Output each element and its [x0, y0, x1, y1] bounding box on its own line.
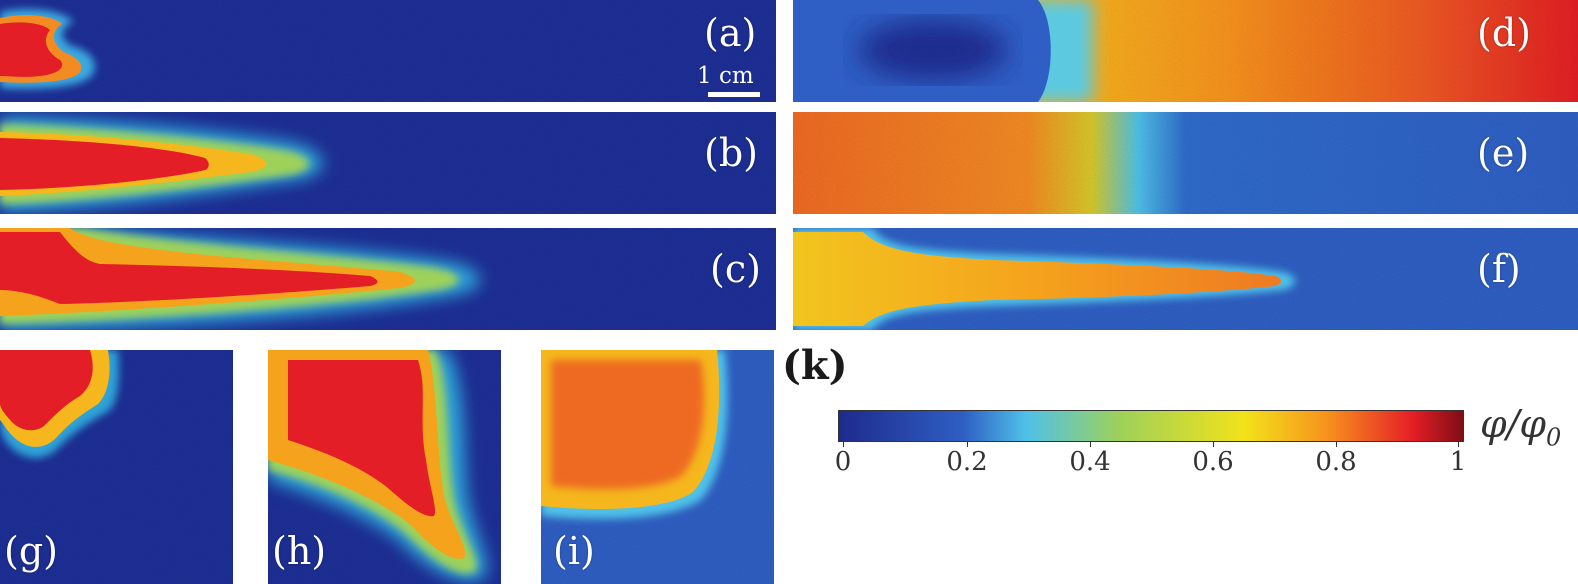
panel-b: (b): [0, 112, 776, 214]
colorbar-tick-label: 0.2: [946, 447, 988, 477]
colorbar: [838, 410, 1464, 442]
colorbar-tickmark: [1458, 442, 1459, 447]
panel-h-image: [268, 350, 501, 584]
panel-c-image: [0, 228, 776, 330]
colorbar-tickmark: [1213, 442, 1214, 447]
colorbar-tickmark: [1090, 442, 1091, 447]
panel-e: (e): [793, 112, 1578, 214]
panel-label-e: (e): [1477, 131, 1530, 175]
scale-bar-label: 1 cm: [697, 63, 754, 89]
panel-label-i: (i): [553, 529, 595, 573]
panel-b-image: [0, 112, 776, 214]
panel-f: (f): [793, 228, 1578, 330]
panel-f-image: [793, 228, 1578, 330]
colorbar-tickmark: [843, 442, 844, 447]
panel-g: (g): [0, 350, 233, 584]
panel-d: (d): [793, 0, 1578, 102]
colorbar-title: φ/φ0: [1480, 402, 1561, 452]
panel-d-image: [793, 0, 1578, 102]
colorbar-tick-label: 1: [1449, 447, 1467, 477]
panel-i-image: [541, 350, 774, 584]
scale-bar: [708, 92, 760, 97]
colorbar-tickmark: [967, 442, 968, 447]
panel-g-image: [0, 350, 233, 584]
colorbar-tick-label: 0: [834, 447, 852, 477]
panel-label-g: (g): [4, 529, 58, 573]
colorbar-title-main: φ/φ: [1480, 402, 1547, 446]
panel-label-b: (b): [704, 131, 758, 175]
panel-c: (c): [0, 228, 776, 330]
panel-label-h: (h): [272, 529, 327, 573]
panel-e-image: [793, 112, 1578, 214]
panel-label-a: (a): [704, 11, 757, 55]
panel-label-d: (d): [1477, 11, 1531, 55]
colorbar-gradient: [839, 411, 1463, 441]
panel-a: (a) 1 cm: [0, 0, 776, 102]
colorbar-title-sub: 0: [1546, 423, 1562, 452]
panel-a-image: [0, 0, 776, 102]
panel-label-f: (f): [1477, 247, 1521, 291]
panel-h: (h): [268, 350, 501, 584]
colorbar-tick-label: 0.8: [1315, 447, 1357, 477]
panel-label-k: (k): [782, 342, 848, 389]
colorbar-tickmark: [1336, 442, 1337, 447]
panel-label-c: (c): [710, 247, 761, 291]
colorbar-tick-label: 0.6: [1192, 447, 1234, 477]
panel-i: (i): [541, 350, 774, 584]
colorbar-tick-label: 0.4: [1069, 447, 1111, 477]
